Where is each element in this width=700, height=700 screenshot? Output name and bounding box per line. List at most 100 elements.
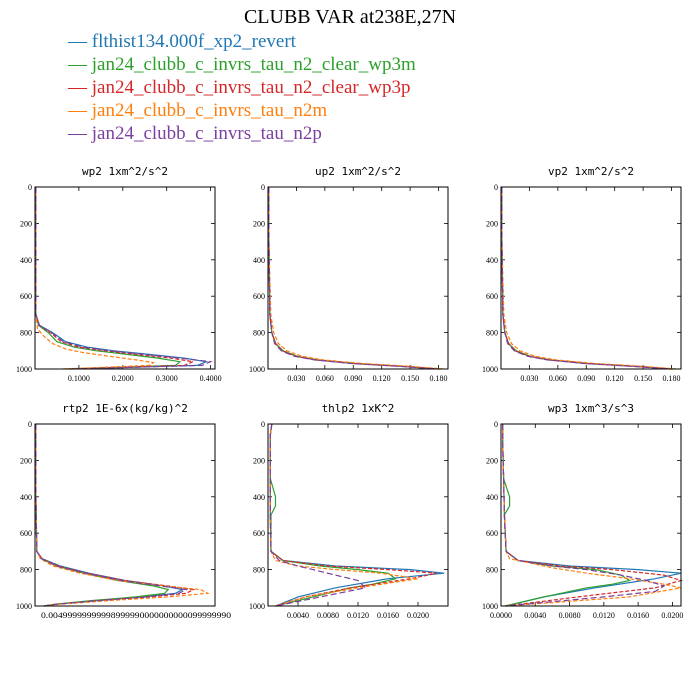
y-tick-label: 200 [486, 456, 498, 465]
y-tick-label: 1000 [249, 602, 265, 611]
y-tick-label: 800 [486, 566, 498, 575]
x-tick-label: 0.120 [606, 374, 624, 383]
y-tick-label: 600 [20, 529, 32, 538]
x-tick-label: 0.030 [520, 374, 538, 383]
x-tick-label: 0.0160 [627, 611, 649, 620]
x-tick-label: 0.0120 [593, 611, 615, 620]
x-tick-label: 0.0200 [407, 611, 429, 620]
y-tick-label: 0 [494, 183, 498, 192]
plot-frame [500, 423, 682, 607]
legend-line-icon: — [68, 100, 92, 121]
x-tick-label: 0.00499999999998999990000000000099999990 [41, 611, 231, 620]
y-tick-label: 800 [253, 329, 265, 338]
x-tick-label: 0.0080 [559, 611, 581, 620]
y-tick-label: 400 [253, 256, 265, 265]
y-tick-label: 0 [28, 183, 32, 192]
x-tick-label: 0.180 [430, 374, 448, 383]
y-tick-label: 0 [28, 420, 32, 429]
y-tick-label: 400 [20, 493, 32, 502]
series-line [501, 187, 672, 370]
series-line [35, 187, 156, 370]
x-tick-label: 0.180 [663, 374, 681, 383]
x-tick-label: 0.0000 [490, 611, 512, 620]
y-tick-label: 800 [20, 566, 32, 575]
panel-title: wp3 1xm^3/s^3 [548, 402, 634, 415]
legend: — flthist134.000f_xp2_revert — jan24_clu… [68, 30, 416, 145]
y-tick-label: 0 [494, 420, 498, 429]
series-line [35, 187, 182, 370]
y-tick-label: 600 [253, 529, 265, 538]
x-tick-label: 0.0040 [524, 611, 546, 620]
y-tick-label: 200 [20, 456, 32, 465]
legend-item: — jan24_clubb_c_invrs_tau_n2_clear_wp3m [68, 53, 416, 76]
y-tick-label: 600 [486, 529, 498, 538]
y-tick-label: 0 [261, 420, 265, 429]
x-tick-label: 0.060 [316, 374, 334, 383]
x-tick-label: 0.060 [549, 374, 567, 383]
y-tick-label: 600 [486, 292, 498, 301]
plot-frame [34, 186, 216, 370]
x-tick-label: 0.0120 [347, 611, 369, 620]
plot-frame [267, 423, 449, 607]
legend-label: flthist134.000f_xp2_revert [91, 31, 296, 52]
y-tick-label: 400 [486, 256, 498, 265]
y-tick-label: 200 [486, 219, 498, 228]
panel-title: rtp2 1E-6x(kg/kg)^2 [62, 402, 188, 415]
panel-title: up2 1xm^2/s^2 [315, 165, 401, 178]
series-line [502, 424, 682, 607]
legend-item: — jan24_clubb_c_invrs_tau_n2m [68, 99, 416, 122]
y-tick-label: 800 [486, 329, 498, 338]
series-line [269, 423, 367, 607]
y-tick-label: 200 [253, 456, 265, 465]
x-tick-label: 0.0200 [661, 611, 683, 620]
x-tick-label: 0.090 [344, 374, 362, 383]
legend-label: jan24_clubb_c_invrs_tau_n2_clear_wp3p [91, 77, 411, 98]
y-tick-label: 800 [20, 329, 32, 338]
panel-title: thlp2 1xK^2 [322, 402, 395, 415]
legend-line-icon: — [68, 123, 92, 144]
figure-title: CLUBB VAR at238E,27N [243, 6, 457, 28]
series-line [269, 423, 437, 607]
legend-label: jan24_clubb_c_invrs_tau_n2p [91, 123, 322, 144]
y-tick-label: 200 [20, 219, 32, 228]
y-tick-label: 400 [486, 493, 498, 502]
legend-line-icon: — [68, 31, 92, 52]
legend-label: jan24_clubb_c_invrs_tau_n2_clear_wp3m [91, 54, 416, 75]
series-line [268, 187, 441, 370]
series-line [269, 423, 397, 607]
panel-title: vp2 1xm^2/s^2 [548, 165, 634, 178]
series-line [268, 187, 444, 370]
y-tick-label: 800 [253, 566, 265, 575]
series-line [268, 187, 440, 370]
legend-line-icon: — [68, 54, 92, 75]
series-line [502, 424, 682, 607]
panel-title: wp2 1xm^2/s^2 [82, 165, 168, 178]
y-tick-label: 1000 [249, 365, 265, 374]
series-line [35, 424, 210, 607]
y-tick-label: 1000 [482, 602, 498, 611]
series-line [35, 187, 213, 370]
y-tick-label: 400 [253, 493, 265, 502]
x-tick-label: 0.0080 [317, 611, 339, 620]
y-tick-label: 1000 [16, 365, 32, 374]
series-line [35, 424, 189, 607]
y-tick-label: 1000 [482, 365, 498, 374]
plot-frame [267, 186, 449, 370]
series-line [501, 187, 671, 370]
series-line [501, 187, 673, 370]
plot-frame [34, 423, 216, 607]
legend-item: — jan24_clubb_c_invrs_tau_n2_clear_wp3p [68, 76, 416, 99]
x-tick-label: 0.120 [373, 374, 391, 383]
x-tick-label: 0.150 [634, 374, 652, 383]
x-tick-label: 0.150 [401, 374, 419, 383]
y-tick-label: 600 [253, 292, 265, 301]
legend-line-icon: — [68, 77, 92, 98]
series-line [501, 187, 677, 370]
series-line [35, 424, 170, 607]
series-line [35, 187, 196, 370]
plot-frame [500, 186, 682, 370]
series-line [502, 424, 666, 607]
x-tick-label: 0.2000 [112, 374, 134, 383]
y-tick-label: 0 [261, 183, 265, 192]
series-line [35, 187, 209, 370]
